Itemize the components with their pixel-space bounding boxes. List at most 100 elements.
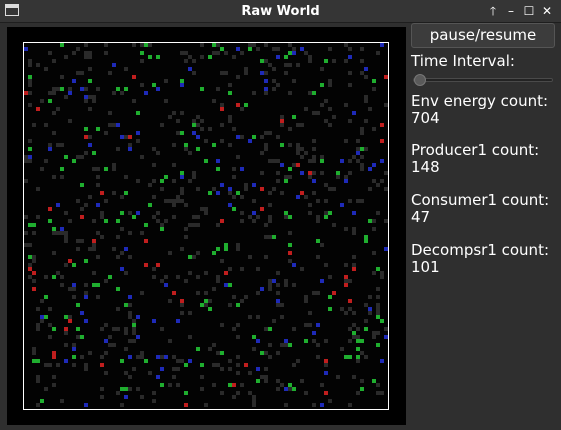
producer-cell [344,355,348,359]
env-energy-cell [252,347,256,351]
env-energy-cell [380,391,384,395]
env-energy-cell [376,51,380,55]
env-energy-cell [76,155,80,159]
env-energy-cell [240,383,244,387]
producer-cell [256,379,260,383]
producer-cell [328,211,332,215]
producer-cell [120,359,124,363]
env-energy-cell [260,135,264,139]
env-energy-cell [28,139,32,143]
env-energy-cell [376,307,380,311]
producer-cell [252,135,256,139]
env-energy-cell [116,235,120,239]
env-energy-cell [184,59,188,63]
env-energy-cell [32,279,36,283]
decomposer-cell [72,283,76,287]
env-energy-cell [220,323,224,327]
producer-cell [356,355,360,359]
env-energy-cell [240,219,244,223]
maximize-icon[interactable]: ☐ [523,4,535,18]
env-energy-cell [216,51,220,55]
env-energy-cell [336,375,340,379]
env-energy-cell [160,327,164,331]
env-energy-cell [216,279,220,283]
decomposer-cell [236,135,240,139]
env-energy-cell [64,331,68,335]
env-energy-cell [264,43,268,47]
env-energy-cell [340,347,344,351]
env-energy-cell [100,327,104,331]
env-energy-cell [316,255,320,259]
env-energy-cell [212,363,216,367]
env-energy-cell [92,247,96,251]
producer-cell [72,263,76,267]
producer-cell [72,159,76,163]
decomposer-cell [80,311,84,315]
decomposer-cell [348,55,352,59]
close-icon[interactable]: ✕ [541,4,553,18]
decomposer-cell [24,47,28,51]
env-energy-cell [40,99,44,103]
producer-cell [196,347,200,351]
env-energy-cell [292,163,296,167]
env-energy-cell [380,275,384,279]
slider-handle[interactable] [414,74,426,86]
decomposer-cell [164,355,168,359]
slider-track[interactable] [413,78,553,82]
decomposer-cell [380,359,384,363]
consumer-cell [332,291,336,295]
minimize-icon[interactable]: – [508,4,514,18]
keep-above-icon[interactable]: 🡑 [489,4,497,18]
producer-cell [328,295,332,299]
env-energy-cell [48,143,52,147]
env-energy-cell [344,311,348,315]
env-energy-cell [152,215,156,219]
pause-resume-button[interactable]: pause/resume [411,23,555,48]
decomposer-cell [136,131,140,135]
producer-cell [52,327,56,331]
env-energy-cell [60,399,64,403]
time-interval-slider[interactable] [413,74,553,86]
env-energy-cell [240,195,244,199]
env-energy-cell [212,187,216,191]
env-energy-cell [356,359,360,363]
env-energy-cell [164,275,168,279]
env-energy-cell [100,355,104,359]
env-energy-cell [312,155,316,159]
producer-cell [284,179,288,183]
window-icon [5,4,19,16]
env-energy-cell [88,95,92,99]
consumer-cell [28,267,32,271]
env-energy-cell [320,103,324,107]
env-energy-cell [344,59,348,63]
env-energy-cell [40,167,44,171]
decomposer-cell [144,91,148,95]
producer-cell [28,147,32,151]
decomposer-cell [264,79,268,83]
env-energy-cell [224,51,228,55]
consumer-cell [220,107,224,111]
decomposer-cell [216,191,220,195]
env-energy-cell [292,47,296,51]
env-energy-cell [264,255,268,259]
env-energy-cell [248,43,252,47]
env-energy-cell [312,403,316,407]
env-energy-cell [48,363,52,367]
env-energy-cell [324,339,328,343]
producer-cell [292,387,296,391]
env-energy-cell [376,331,380,335]
decomposer-cell [84,295,88,299]
env-energy-cell [308,203,312,207]
env-energy-cell [108,335,112,339]
env-energy-cell [276,159,280,163]
env-energy-cell [300,123,304,127]
env-energy-cell [324,99,328,103]
decomposer-cell [192,131,196,135]
env-energy-cell [132,319,136,323]
producer-cell [180,171,184,175]
env-energy-cell [264,147,268,151]
env-energy-cell [176,367,180,371]
env-energy-cell [256,291,260,295]
env-energy-cell [176,119,180,123]
decomposer-cell [160,367,164,371]
